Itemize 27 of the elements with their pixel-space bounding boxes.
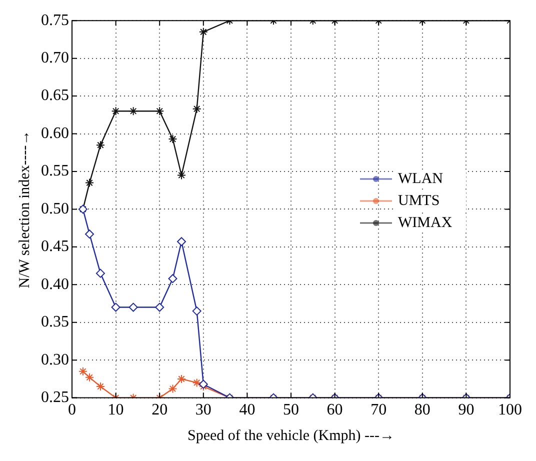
y-axis-title: N/W selection index----→ bbox=[16, 130, 33, 288]
y-tick-label: 0.40 bbox=[41, 276, 69, 293]
x-tick-label: 40 bbox=[239, 402, 256, 419]
legend-label: WLAN bbox=[398, 170, 444, 187]
x-tick-label: 90 bbox=[458, 402, 474, 419]
y-tick-label: 0.75 bbox=[41, 12, 69, 29]
x-tick-label: 100 bbox=[498, 402, 522, 419]
x-axis-title: Speed of the vehicle (Kmph) ---→ bbox=[187, 428, 395, 444]
x-tick-label: 30 bbox=[195, 402, 212, 419]
x-tick-label: 70 bbox=[370, 402, 387, 419]
x-tick-label: 80 bbox=[414, 402, 430, 419]
y-tick-label: 0.60 bbox=[41, 124, 69, 142]
x-tick-label: 10 bbox=[108, 402, 124, 419]
y-tick-label: 0.25 bbox=[41, 389, 69, 406]
y-tick-label: 0.70 bbox=[41, 50, 69, 67]
x-tick-label: 20 bbox=[152, 402, 168, 419]
y-tick-label: 0.35 bbox=[41, 314, 69, 331]
legend-label: WIMAX bbox=[398, 214, 452, 231]
y-tick-label: 0.55 bbox=[41, 162, 69, 180]
x-tick-label: 50 bbox=[283, 402, 299, 419]
legend-label: UMTS bbox=[398, 192, 440, 209]
y-tick-label: 0.50 bbox=[41, 200, 69, 218]
x-tick-label: 0 bbox=[68, 402, 76, 419]
y-tick-label: 0.30 bbox=[41, 351, 69, 368]
y-tick-label: 0.45 bbox=[41, 238, 69, 256]
x-tick-label: 60 bbox=[326, 402, 343, 419]
y-tick-label: 0.65 bbox=[41, 87, 69, 104]
